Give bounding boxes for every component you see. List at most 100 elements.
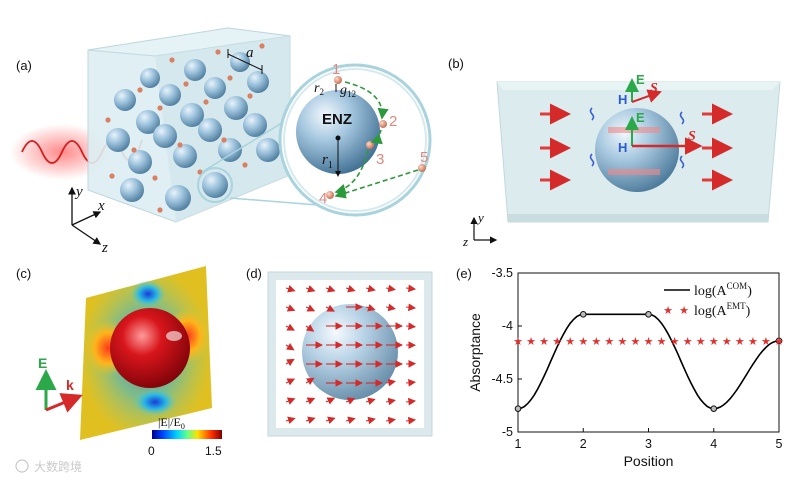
series-emt-star: ★	[774, 335, 784, 348]
svg-text:y: y	[476, 210, 484, 225]
svg-text:x: x	[97, 198, 105, 214]
series-emt-star: ★	[578, 335, 588, 348]
field-vector	[285, 323, 295, 331]
zoom-line-top	[201, 117, 291, 173]
series-emt-star: ★	[748, 335, 758, 348]
series-emt-star: ★	[591, 335, 601, 348]
field-vector	[285, 342, 295, 351]
svg-text:大数跨境: 大数跨境	[34, 459, 82, 474]
red-sphere	[110, 308, 190, 388]
enz-particle-d	[302, 304, 398, 400]
x-tick-label: 4	[710, 437, 717, 451]
plot-frame	[517, 272, 780, 433]
panel-b: (b) E H S E H S	[448, 56, 781, 249]
series-com-point	[645, 311, 652, 318]
field-vector	[385, 397, 396, 406]
c-k-label: k	[66, 377, 74, 393]
series-emt-star: ★	[670, 335, 680, 348]
panel-d: (d)	[246, 266, 433, 437]
svg-text:y: y	[74, 184, 83, 200]
legend-com-label: log(ACOM)	[694, 281, 752, 299]
x-axis-label: Position	[624, 453, 674, 469]
path-1-2	[344, 81, 389, 120]
series-emt-star: ★	[696, 335, 706, 348]
path-2-3	[370, 129, 383, 145]
field-vector	[305, 416, 316, 424]
svg-text:z: z	[101, 240, 108, 256]
panel-a: (a)	[10, 27, 432, 256]
field-vector	[405, 303, 417, 312]
h-field-swirls	[589, 107, 685, 169]
svg-text:z: z	[462, 234, 468, 249]
field-vector	[405, 378, 417, 387]
field-vector	[385, 378, 396, 387]
y-tick-label: -4	[502, 319, 513, 333]
field-vector	[325, 304, 335, 312]
field-vector	[385, 303, 396, 312]
particle-positions	[326, 76, 426, 199]
field-vector	[385, 284, 396, 293]
b-H-top: H	[618, 92, 627, 107]
position-1: 1	[332, 61, 340, 78]
y-axis-label: Absorptance	[467, 313, 483, 392]
c-E-label: E	[38, 355, 47, 371]
x-tick-label: 3	[645, 437, 652, 451]
vector-field	[285, 284, 417, 425]
field-vector	[365, 397, 376, 406]
series-com-point	[514, 405, 522, 412]
series-com-point	[579, 311, 587, 318]
panel-c-tag: (c)	[16, 266, 31, 281]
lattice-constant-label: a	[246, 45, 254, 61]
axes-a: y x z	[68, 184, 108, 256]
position-3: 3	[376, 151, 384, 168]
panel-a-tag: (a)	[16, 58, 32, 73]
series-emt-star: ★	[657, 335, 667, 348]
field-vector	[285, 358, 295, 367]
g12-label: g12	[340, 83, 356, 99]
field-vector	[285, 304, 296, 312]
colorbar-min: 0	[148, 444, 155, 458]
r1-label: r1	[322, 152, 333, 171]
field-vector	[365, 284, 376, 293]
colorbar-max: 1.5	[205, 444, 222, 458]
field-vector	[285, 397, 296, 405]
field-vector	[345, 397, 356, 405]
b-H-center: H	[618, 140, 627, 155]
field-vector	[305, 304, 316, 312]
field-vector	[285, 285, 296, 293]
series-com-line	[517, 313, 780, 410]
field-vector	[405, 322, 417, 331]
colorbar-label: |E|/E0	[158, 415, 185, 431]
watermark: 大数跨境	[15, 459, 82, 474]
series-emt-star: ★	[513, 335, 523, 348]
series-emt-star: ★	[617, 335, 627, 348]
series-emt-star: ★	[683, 335, 693, 348]
field-vector	[325, 397, 336, 405]
b-E-top: E	[636, 72, 645, 87]
y-tick-label: -4.5	[491, 372, 513, 386]
b-S-top: S	[650, 81, 658, 96]
poynting-arrows	[540, 103, 733, 191]
b-S-center: S	[688, 129, 696, 144]
lattice-spheres	[106, 52, 280, 211]
y-tick-label: -5	[502, 425, 513, 439]
field-vector	[325, 416, 336, 424]
series-emt-star: ★	[644, 335, 654, 348]
series-emt-star: ★	[604, 335, 614, 348]
legend-emt-label: log(AEMT)	[694, 301, 751, 319]
x-tick-label: 2	[580, 437, 587, 451]
enz-sphere	[296, 90, 380, 174]
series-com-point	[775, 337, 783, 345]
series-emt-star: ★	[709, 335, 719, 348]
panel-d-tag: (d)	[246, 266, 262, 281]
field-vector	[285, 416, 296, 424]
position-5: 5	[420, 149, 428, 166]
field-vector	[345, 416, 356, 425]
legend-emt-swatch: ★	[679, 304, 689, 317]
position-4: 4	[319, 190, 327, 207]
field-vector	[405, 416, 417, 425]
lattice-small-particles	[105, 43, 265, 213]
zoom-line-bottom	[229, 197, 331, 207]
series-emt-star: ★	[539, 335, 549, 348]
